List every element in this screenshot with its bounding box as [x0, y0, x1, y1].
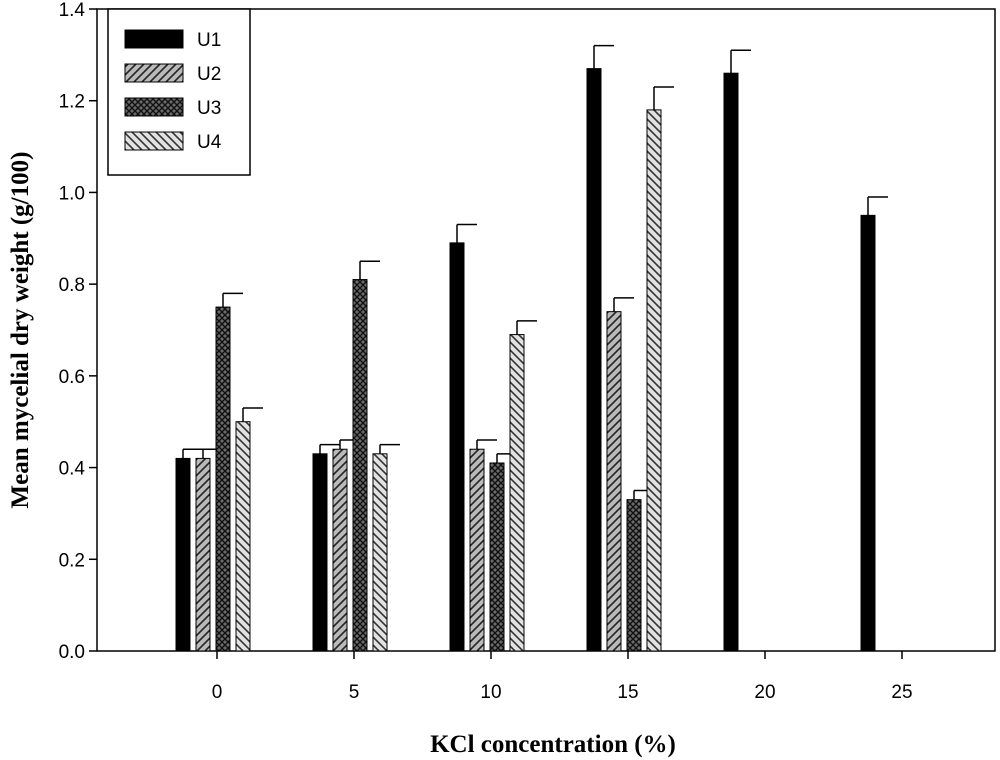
- x-tick-label: 0: [212, 682, 223, 703]
- bar-u3: [626, 499, 642, 652]
- x-tick-label: 25: [891, 682, 912, 703]
- bar-u1: [175, 457, 191, 652]
- legend-swatch-u1: [124, 29, 184, 49]
- legend-swatch-u4: [124, 131, 184, 151]
- y-tick-label: 1.0: [59, 183, 85, 204]
- legend-swatch-u2: [124, 63, 184, 83]
- bar-u4: [509, 334, 525, 652]
- bar-u1: [312, 453, 328, 652]
- x-tick-label: 15: [617, 682, 638, 703]
- bar-u1: [860, 214, 876, 652]
- bar-u1: [449, 242, 465, 652]
- y-axis-title: Mean mycelial dry weight (g/100): [7, 152, 34, 509]
- y-tick-label: 0.6: [59, 367, 85, 388]
- x-tick-label: 5: [349, 682, 360, 703]
- bar-u2: [195, 457, 211, 652]
- bar-u4: [646, 109, 662, 652]
- plot-axes: 0.0 0.2 0.4 0.6 0.8 1.0 1.2 1.4 0 5 10 15 20 25: [59, 0, 996, 703]
- legend-label-u4: U4: [197, 132, 222, 153]
- x-tick-label: 20: [754, 682, 775, 703]
- y-tick-label: 1.2: [59, 92, 85, 113]
- bar-u2: [332, 448, 348, 652]
- y-tick-label: 0.8: [59, 275, 85, 296]
- bar-u4: [235, 421, 251, 652]
- bar-u1: [723, 72, 739, 652]
- y-tick-label: 0.2: [59, 550, 85, 571]
- plot-frame: [96, 8, 996, 652]
- legend-label-u2: U2: [197, 64, 221, 85]
- bar-groups: [175, 44, 888, 652]
- x-axis-title: KCl concentration (%): [430, 731, 676, 758]
- bar-u2: [606, 311, 622, 652]
- legend-swatch-u3: [124, 97, 184, 117]
- legend-label-u3: U3: [197, 98, 221, 119]
- legend-label-u1: U1: [197, 30, 221, 51]
- y-tick-label: 1.4: [59, 0, 86, 21]
- bar-u3: [489, 462, 505, 652]
- y-tick-label: 0.0: [59, 642, 85, 663]
- y-tick-label: 0.4: [59, 459, 86, 480]
- bar-u4: [372, 453, 388, 652]
- x-tick-label: 10: [480, 682, 501, 703]
- bar-u2: [469, 448, 485, 652]
- bar-u1: [586, 68, 602, 652]
- legend: U1 U2 U3 U4: [107, 8, 251, 176]
- bar-u3: [352, 279, 368, 652]
- bar-u3: [215, 306, 231, 652]
